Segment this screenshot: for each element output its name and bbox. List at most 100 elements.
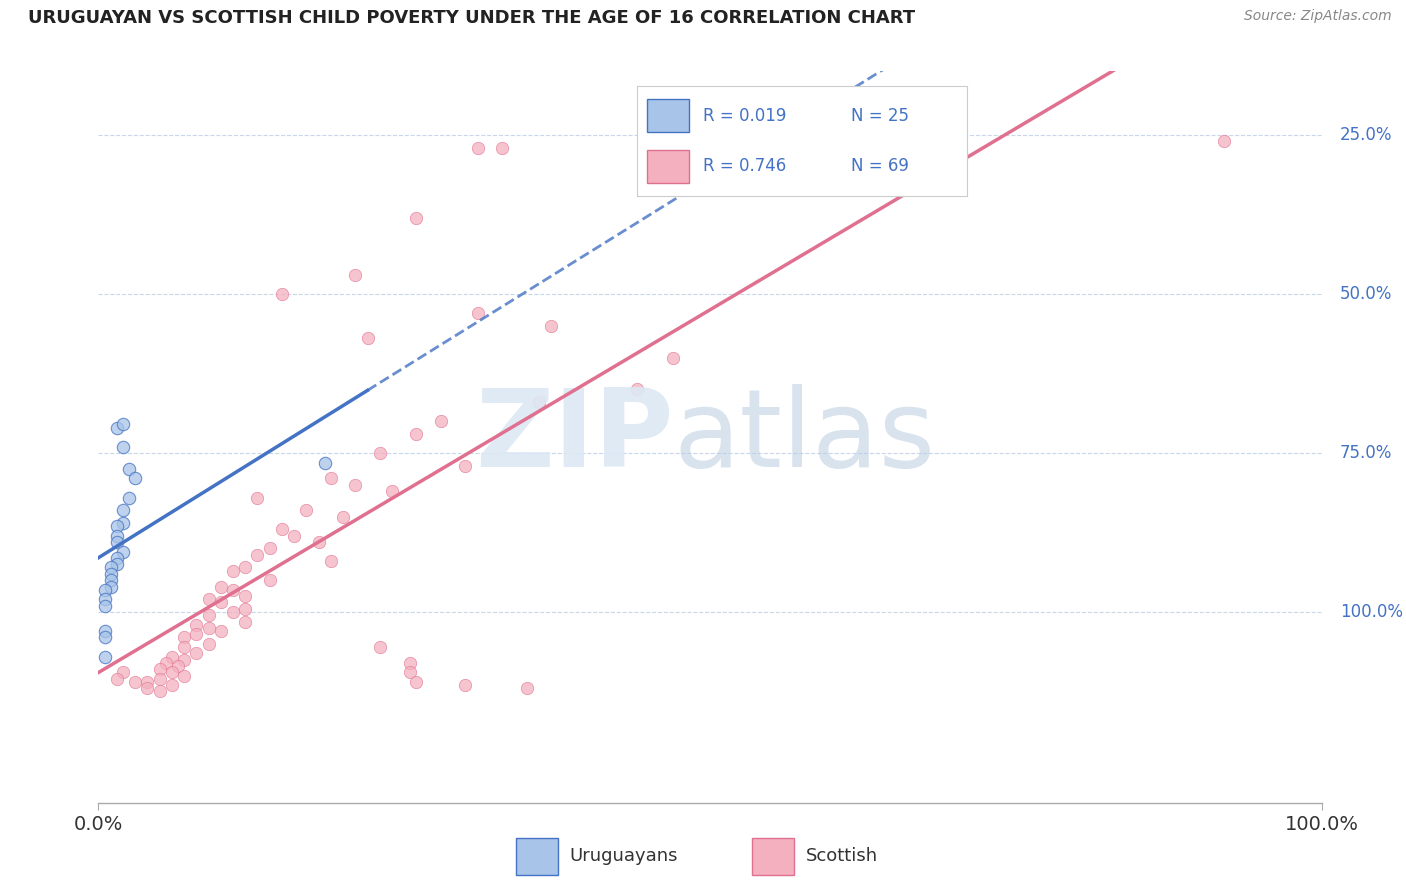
Point bbox=[430, 414, 453, 428]
Point bbox=[100, 573, 122, 587]
Point bbox=[283, 529, 305, 543]
Point bbox=[186, 646, 208, 660]
Text: Source: ZipAtlas.com: Source: ZipAtlas.com bbox=[1244, 9, 1392, 23]
Point bbox=[167, 659, 190, 673]
Text: 25.0%: 25.0% bbox=[1340, 126, 1392, 144]
Bar bbox=[647, 150, 689, 183]
Point bbox=[222, 605, 245, 619]
Point bbox=[93, 582, 115, 597]
Point bbox=[344, 477, 367, 491]
Text: atlas: atlas bbox=[673, 384, 935, 490]
Point bbox=[332, 509, 354, 524]
Point bbox=[209, 580, 232, 594]
Point bbox=[399, 665, 422, 680]
Point bbox=[259, 541, 281, 556]
Point bbox=[118, 491, 141, 505]
Point bbox=[295, 503, 318, 517]
Point bbox=[246, 548, 269, 562]
Point bbox=[197, 592, 219, 607]
Point bbox=[105, 529, 128, 543]
Point bbox=[270, 522, 294, 536]
Point bbox=[160, 649, 183, 664]
Point bbox=[454, 458, 477, 473]
Point bbox=[405, 675, 427, 690]
Point bbox=[209, 624, 232, 638]
Point bbox=[173, 653, 195, 667]
Point bbox=[516, 681, 538, 696]
Point bbox=[314, 456, 336, 470]
Point bbox=[381, 484, 404, 499]
Point bbox=[197, 608, 219, 623]
Point bbox=[111, 417, 134, 432]
Text: 50.0%: 50.0% bbox=[1340, 285, 1392, 303]
Point bbox=[93, 649, 115, 664]
Bar bbox=[752, 838, 794, 875]
Point bbox=[100, 580, 122, 594]
Point bbox=[308, 535, 330, 549]
Point bbox=[173, 640, 195, 654]
Text: N = 25: N = 25 bbox=[851, 107, 910, 125]
Point bbox=[233, 602, 256, 616]
Point bbox=[100, 560, 122, 574]
Point bbox=[344, 268, 367, 282]
Point bbox=[368, 446, 391, 460]
Text: R = 0.746: R = 0.746 bbox=[703, 157, 786, 175]
Point bbox=[540, 318, 562, 333]
Point bbox=[111, 503, 134, 517]
Bar bbox=[647, 99, 689, 132]
Point bbox=[160, 678, 183, 692]
Point bbox=[233, 615, 256, 629]
Point bbox=[233, 560, 256, 574]
Point bbox=[368, 640, 391, 654]
Point bbox=[105, 420, 128, 434]
Point bbox=[173, 631, 195, 645]
Point bbox=[1212, 134, 1234, 148]
Point bbox=[124, 675, 146, 690]
Point bbox=[454, 678, 477, 692]
Text: R = 0.019: R = 0.019 bbox=[703, 107, 786, 125]
Text: N = 69: N = 69 bbox=[851, 157, 910, 175]
Point bbox=[197, 621, 219, 635]
Text: URUGUAYAN VS SCOTTISH CHILD POVERTY UNDER THE AGE OF 16 CORRELATION CHART: URUGUAYAN VS SCOTTISH CHILD POVERTY UNDE… bbox=[28, 9, 915, 27]
Point bbox=[105, 672, 128, 686]
Point bbox=[259, 573, 281, 587]
Point bbox=[111, 440, 134, 454]
Point bbox=[93, 624, 115, 638]
Text: Scottish: Scottish bbox=[806, 847, 877, 865]
Point bbox=[356, 331, 378, 345]
Point bbox=[105, 519, 128, 533]
Point bbox=[100, 566, 122, 581]
Point bbox=[186, 627, 208, 641]
Point bbox=[527, 395, 550, 409]
Point bbox=[149, 662, 172, 676]
Point bbox=[111, 544, 134, 558]
Point bbox=[491, 141, 513, 155]
Point bbox=[105, 558, 128, 572]
Point bbox=[405, 211, 427, 225]
Bar bbox=[516, 838, 558, 875]
Point bbox=[246, 491, 269, 505]
Point bbox=[467, 141, 489, 155]
Point bbox=[186, 617, 208, 632]
Text: ZIP: ZIP bbox=[475, 384, 673, 490]
Point bbox=[405, 426, 427, 441]
Point bbox=[93, 631, 115, 645]
Point bbox=[124, 471, 146, 485]
Point bbox=[105, 550, 128, 565]
Point bbox=[222, 582, 245, 597]
Point bbox=[270, 287, 294, 301]
Point bbox=[93, 599, 115, 613]
Text: Uruguayans: Uruguayans bbox=[569, 847, 678, 865]
Point bbox=[111, 665, 134, 680]
Point bbox=[111, 516, 134, 530]
Point bbox=[626, 383, 648, 397]
Point bbox=[197, 637, 219, 651]
Point bbox=[149, 672, 172, 686]
Text: 100.0%: 100.0% bbox=[1340, 603, 1403, 621]
Point bbox=[136, 675, 159, 690]
Point bbox=[136, 681, 159, 696]
Point bbox=[93, 592, 115, 607]
Point bbox=[233, 589, 256, 603]
Point bbox=[118, 462, 141, 476]
Point bbox=[155, 656, 177, 670]
